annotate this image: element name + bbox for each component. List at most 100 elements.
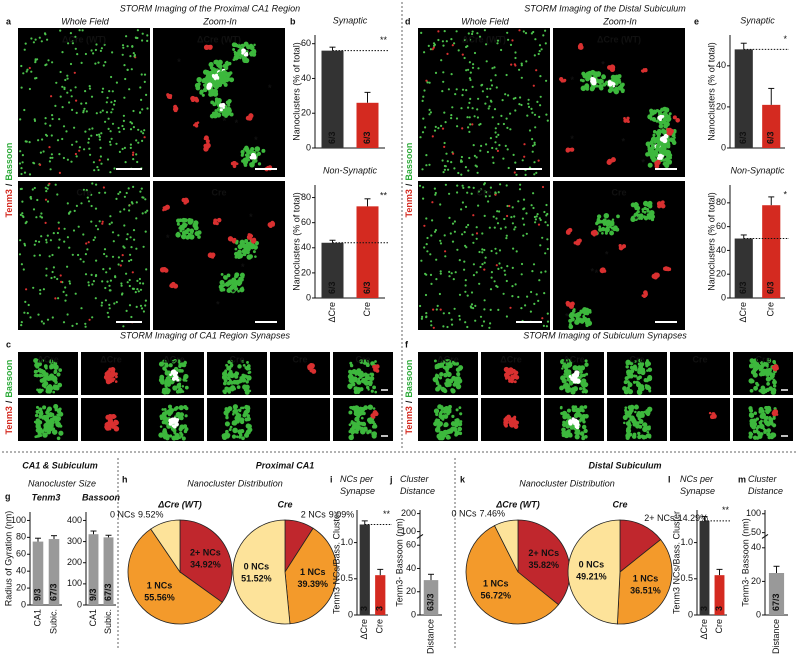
- localization: [632, 366, 637, 371]
- localization: [434, 130, 436, 132]
- localization: [445, 370, 448, 373]
- localization: [644, 292, 648, 296]
- localization: [242, 56, 247, 61]
- localization: [249, 162, 255, 168]
- localization: [510, 379, 514, 383]
- localization: [179, 405, 184, 410]
- localization: [441, 90, 443, 92]
- localization: [240, 407, 243, 410]
- localization: [525, 32, 527, 34]
- localization: [100, 111, 102, 113]
- localization: [560, 375, 565, 380]
- localization: [130, 316, 132, 318]
- localization: [537, 213, 539, 215]
- panel-letter: m: [738, 474, 746, 484]
- localization: [123, 97, 125, 99]
- localization: [662, 107, 667, 112]
- localization: [439, 414, 444, 419]
- localization: [93, 239, 95, 241]
- localization: [86, 248, 88, 250]
- localization: [581, 436, 585, 440]
- localization: [430, 48, 432, 50]
- localization: [248, 233, 251, 236]
- localization: [127, 233, 129, 235]
- localization: [228, 387, 232, 391]
- localization: [600, 80, 603, 83]
- localization: [136, 161, 138, 163]
- localization: [33, 255, 35, 257]
- localization: [21, 212, 23, 214]
- localization: [530, 291, 532, 293]
- localization: [253, 44, 255, 46]
- localization: [117, 193, 119, 195]
- localization: [444, 250, 446, 252]
- localization: [307, 365, 312, 370]
- localization: [118, 256, 120, 258]
- localization: [142, 282, 144, 284]
- localization: [642, 422, 647, 427]
- localization: [93, 280, 95, 282]
- localization: [526, 296, 528, 298]
- localization: [469, 116, 471, 118]
- localization: [466, 326, 468, 328]
- localization: [91, 274, 93, 276]
- localization: [60, 96, 62, 98]
- localization: [104, 287, 106, 289]
- localization: [636, 381, 639, 384]
- localization: [477, 67, 479, 69]
- chart-title: Cluster Distance: [748, 474, 783, 496]
- localization: [495, 131, 497, 133]
- significance: **: [380, 35, 388, 45]
- localization: [64, 79, 66, 81]
- localization: [103, 64, 105, 66]
- localization: [566, 230, 570, 234]
- localization: [107, 158, 109, 160]
- localization: [254, 247, 257, 250]
- localization: [353, 386, 358, 391]
- localization: [467, 107, 469, 109]
- localization: [510, 216, 512, 218]
- localization: [38, 241, 40, 243]
- localization: [489, 88, 491, 90]
- slice-name: 1 NCs: [147, 580, 173, 590]
- localization: [454, 308, 456, 310]
- localization: [244, 366, 247, 369]
- marker: *: [249, 212, 253, 222]
- chart-title-line: Cluster: [748, 474, 779, 484]
- localization: [453, 42, 455, 44]
- localization: [79, 146, 81, 148]
- localization: [428, 45, 430, 47]
- localization: [575, 434, 580, 439]
- localization: [374, 391, 377, 394]
- localization: [495, 74, 497, 76]
- localization: [426, 81, 428, 83]
- heading: Proximal CA1: [256, 460, 315, 470]
- localization: [571, 391, 574, 394]
- image-label: ΔCre (WT): [462, 34, 506, 44]
- localization: [645, 68, 648, 71]
- localization: [52, 316, 54, 318]
- localization: [484, 299, 486, 301]
- localization: [114, 426, 118, 430]
- localization: [431, 219, 433, 221]
- localization: [574, 423, 578, 427]
- localization: [108, 418, 113, 423]
- x-tick-label: Cre: [362, 302, 372, 317]
- localization: [765, 406, 768, 409]
- localization: [448, 275, 450, 277]
- localization: [53, 232, 55, 234]
- localization: [483, 320, 485, 322]
- localization: [447, 382, 452, 387]
- localization: [661, 204, 666, 209]
- localization: [536, 101, 538, 103]
- localization: [100, 147, 102, 149]
- localization: [626, 117, 629, 120]
- localization: [440, 406, 444, 410]
- localization: [374, 412, 378, 416]
- side-label-part: Tenm3: [4, 406, 14, 434]
- localization: [181, 234, 186, 239]
- localization: [749, 413, 751, 415]
- localization: [676, 119, 679, 122]
- localization: [595, 84, 598, 87]
- image-label: Cre: [629, 354, 644, 364]
